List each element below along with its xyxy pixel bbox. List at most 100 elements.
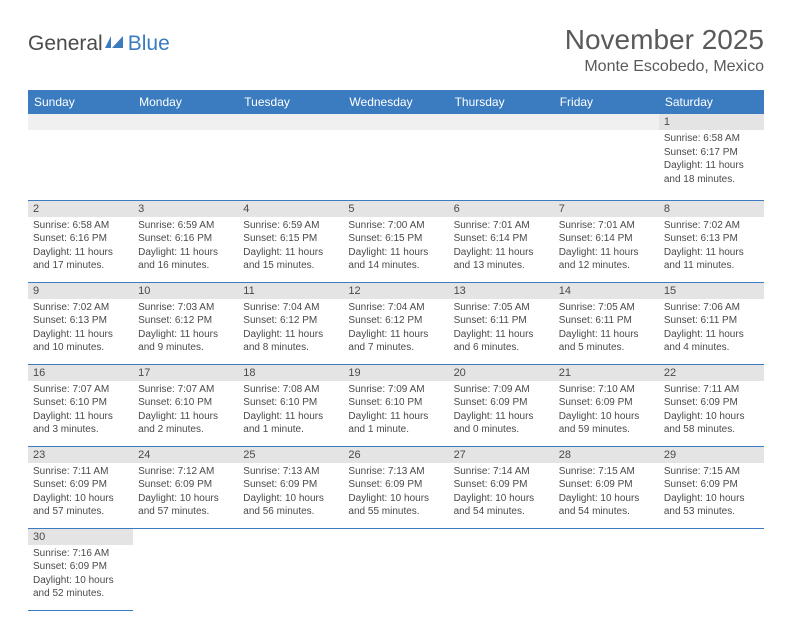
daylight-text: Daylight: 11 hours and 5 minutes. [559, 328, 654, 355]
sunset-text: Sunset: 6:10 PM [33, 396, 128, 410]
sunset-text: Sunset: 6:11 PM [559, 314, 654, 328]
sunrise-text: Sunrise: 6:58 AM [33, 219, 128, 233]
sunset-text: Sunset: 6:09 PM [33, 560, 128, 574]
weekday-header-row: Sunday Monday Tuesday Wednesday Thursday… [28, 90, 764, 114]
sunrise-text: Sunrise: 7:11 AM [33, 465, 128, 479]
sunset-text: Sunset: 6:09 PM [559, 478, 654, 492]
calendar-day-cell: 27Sunrise: 7:14 AMSunset: 6:09 PMDayligh… [449, 446, 554, 528]
sunset-text: Sunset: 6:16 PM [33, 232, 128, 246]
logo-text-1: General [28, 32, 103, 56]
calendar-day-cell [343, 528, 448, 610]
daylight-text: Daylight: 11 hours and 2 minutes. [138, 410, 233, 437]
page-title: November 2025 [565, 24, 764, 56]
calendar-day-cell [133, 114, 238, 200]
sunset-text: Sunset: 6:13 PM [33, 314, 128, 328]
day-number: 2 [28, 201, 133, 217]
day-details: Sunrise: 7:12 AMSunset: 6:09 PMDaylight:… [133, 463, 238, 523]
day-number: 26 [343, 447, 448, 463]
day-number: 8 [659, 201, 764, 217]
day-details: Sunrise: 7:13 AMSunset: 6:09 PMDaylight:… [238, 463, 343, 523]
calendar-day-cell: 2Sunrise: 6:58 AMSunset: 6:16 PMDaylight… [28, 200, 133, 282]
calendar-day-cell [238, 114, 343, 200]
day-details: Sunrise: 6:58 AMSunset: 6:16 PMDaylight:… [28, 217, 133, 277]
daylight-text: Daylight: 10 hours and 58 minutes. [664, 410, 759, 437]
day-details: Sunrise: 6:58 AMSunset: 6:17 PMDaylight:… [659, 130, 764, 190]
daylight-text: Daylight: 11 hours and 6 minutes. [454, 328, 549, 355]
calendar-day-cell [238, 528, 343, 610]
sunset-text: Sunset: 6:09 PM [138, 478, 233, 492]
calendar-week-row: 1Sunrise: 6:58 AMSunset: 6:17 PMDaylight… [28, 114, 764, 200]
day-number-bar [554, 114, 659, 130]
sunset-text: Sunset: 6:09 PM [454, 396, 549, 410]
calendar-day-cell: 20Sunrise: 7:09 AMSunset: 6:09 PMDayligh… [449, 364, 554, 446]
sunset-text: Sunset: 6:09 PM [664, 396, 759, 410]
sunrise-text: Sunrise: 7:10 AM [559, 383, 654, 397]
daylight-text: Daylight: 11 hours and 12 minutes. [559, 246, 654, 273]
sunrise-text: Sunrise: 7:13 AM [348, 465, 443, 479]
sunset-text: Sunset: 6:10 PM [138, 396, 233, 410]
daylight-text: Daylight: 10 hours and 57 minutes. [33, 492, 128, 519]
day-number: 6 [449, 201, 554, 217]
sunrise-text: Sunrise: 7:12 AM [138, 465, 233, 479]
sunset-text: Sunset: 6:14 PM [559, 232, 654, 246]
sunset-text: Sunset: 6:09 PM [559, 396, 654, 410]
logo-flag-icon [105, 32, 127, 56]
sunset-text: Sunset: 6:11 PM [454, 314, 549, 328]
calendar-day-cell [554, 114, 659, 200]
sunrise-text: Sunrise: 7:08 AM [243, 383, 338, 397]
calendar-day-cell: 13Sunrise: 7:05 AMSunset: 6:11 PMDayligh… [449, 282, 554, 364]
day-details: Sunrise: 7:14 AMSunset: 6:09 PMDaylight:… [449, 463, 554, 523]
sunset-text: Sunset: 6:09 PM [243, 478, 338, 492]
logo-text-2: Blue [128, 32, 170, 56]
daylight-text: Daylight: 10 hours and 59 minutes. [559, 410, 654, 437]
day-details: Sunrise: 7:04 AMSunset: 6:12 PMDaylight:… [343, 299, 448, 359]
daylight-text: Daylight: 11 hours and 8 minutes. [243, 328, 338, 355]
calendar-week-row: 2Sunrise: 6:58 AMSunset: 6:16 PMDaylight… [28, 200, 764, 282]
day-number: 15 [659, 283, 764, 299]
day-details: Sunrise: 7:00 AMSunset: 6:15 PMDaylight:… [343, 217, 448, 277]
day-details: Sunrise: 7:05 AMSunset: 6:11 PMDaylight:… [554, 299, 659, 359]
daylight-text: Daylight: 10 hours and 52 minutes. [33, 574, 128, 601]
day-number-bar [28, 114, 133, 130]
calendar-day-cell: 4Sunrise: 6:59 AMSunset: 6:15 PMDaylight… [238, 200, 343, 282]
sunrise-text: Sunrise: 7:07 AM [33, 383, 128, 397]
logo: General Blue [28, 32, 170, 56]
day-details: Sunrise: 6:59 AMSunset: 6:15 PMDaylight:… [238, 217, 343, 277]
sunrise-text: Sunrise: 7:16 AM [33, 547, 128, 561]
calendar-week-row: 9Sunrise: 7:02 AMSunset: 6:13 PMDaylight… [28, 282, 764, 364]
calendar-day-cell [343, 114, 448, 200]
daylight-text: Daylight: 11 hours and 1 minute. [243, 410, 338, 437]
calendar-day-cell: 18Sunrise: 7:08 AMSunset: 6:10 PMDayligh… [238, 364, 343, 446]
daylight-text: Daylight: 10 hours and 55 minutes. [348, 492, 443, 519]
location: Monte Escobedo, Mexico [565, 58, 764, 76]
day-details: Sunrise: 7:03 AMSunset: 6:12 PMDaylight:… [133, 299, 238, 359]
day-details: Sunrise: 7:04 AMSunset: 6:12 PMDaylight:… [238, 299, 343, 359]
day-details: Sunrise: 7:01 AMSunset: 6:14 PMDaylight:… [449, 217, 554, 277]
day-details: Sunrise: 7:07 AMSunset: 6:10 PMDaylight:… [28, 381, 133, 441]
calendar-day-cell: 11Sunrise: 7:04 AMSunset: 6:12 PMDayligh… [238, 282, 343, 364]
calendar-day-cell: 23Sunrise: 7:11 AMSunset: 6:09 PMDayligh… [28, 446, 133, 528]
day-details: Sunrise: 7:09 AMSunset: 6:10 PMDaylight:… [343, 381, 448, 441]
day-number: 13 [449, 283, 554, 299]
title-block: November 2025 Monte Escobedo, Mexico [565, 24, 764, 76]
calendar-day-cell: 3Sunrise: 6:59 AMSunset: 6:16 PMDaylight… [133, 200, 238, 282]
day-details: Sunrise: 7:02 AMSunset: 6:13 PMDaylight:… [28, 299, 133, 359]
day-number: 1 [659, 114, 764, 130]
daylight-text: Daylight: 11 hours and 7 minutes. [348, 328, 443, 355]
day-number: 28 [554, 447, 659, 463]
day-details: Sunrise: 7:05 AMSunset: 6:11 PMDaylight:… [449, 299, 554, 359]
weekday-header: Sunday [28, 90, 133, 114]
day-details: Sunrise: 7:09 AMSunset: 6:09 PMDaylight:… [449, 381, 554, 441]
calendar-day-cell: 21Sunrise: 7:10 AMSunset: 6:09 PMDayligh… [554, 364, 659, 446]
sunrise-text: Sunrise: 7:07 AM [138, 383, 233, 397]
calendar-day-cell: 10Sunrise: 7:03 AMSunset: 6:12 PMDayligh… [133, 282, 238, 364]
sunrise-text: Sunrise: 7:14 AM [454, 465, 549, 479]
weekday-header: Tuesday [238, 90, 343, 114]
daylight-text: Daylight: 11 hours and 13 minutes. [454, 246, 549, 273]
sunset-text: Sunset: 6:14 PM [454, 232, 549, 246]
calendar-day-cell: 1Sunrise: 6:58 AMSunset: 6:17 PMDaylight… [659, 114, 764, 200]
sunrise-text: Sunrise: 7:01 AM [559, 219, 654, 233]
day-details: Sunrise: 7:02 AMSunset: 6:13 PMDaylight:… [659, 217, 764, 277]
day-number: 11 [238, 283, 343, 299]
day-number: 16 [28, 365, 133, 381]
